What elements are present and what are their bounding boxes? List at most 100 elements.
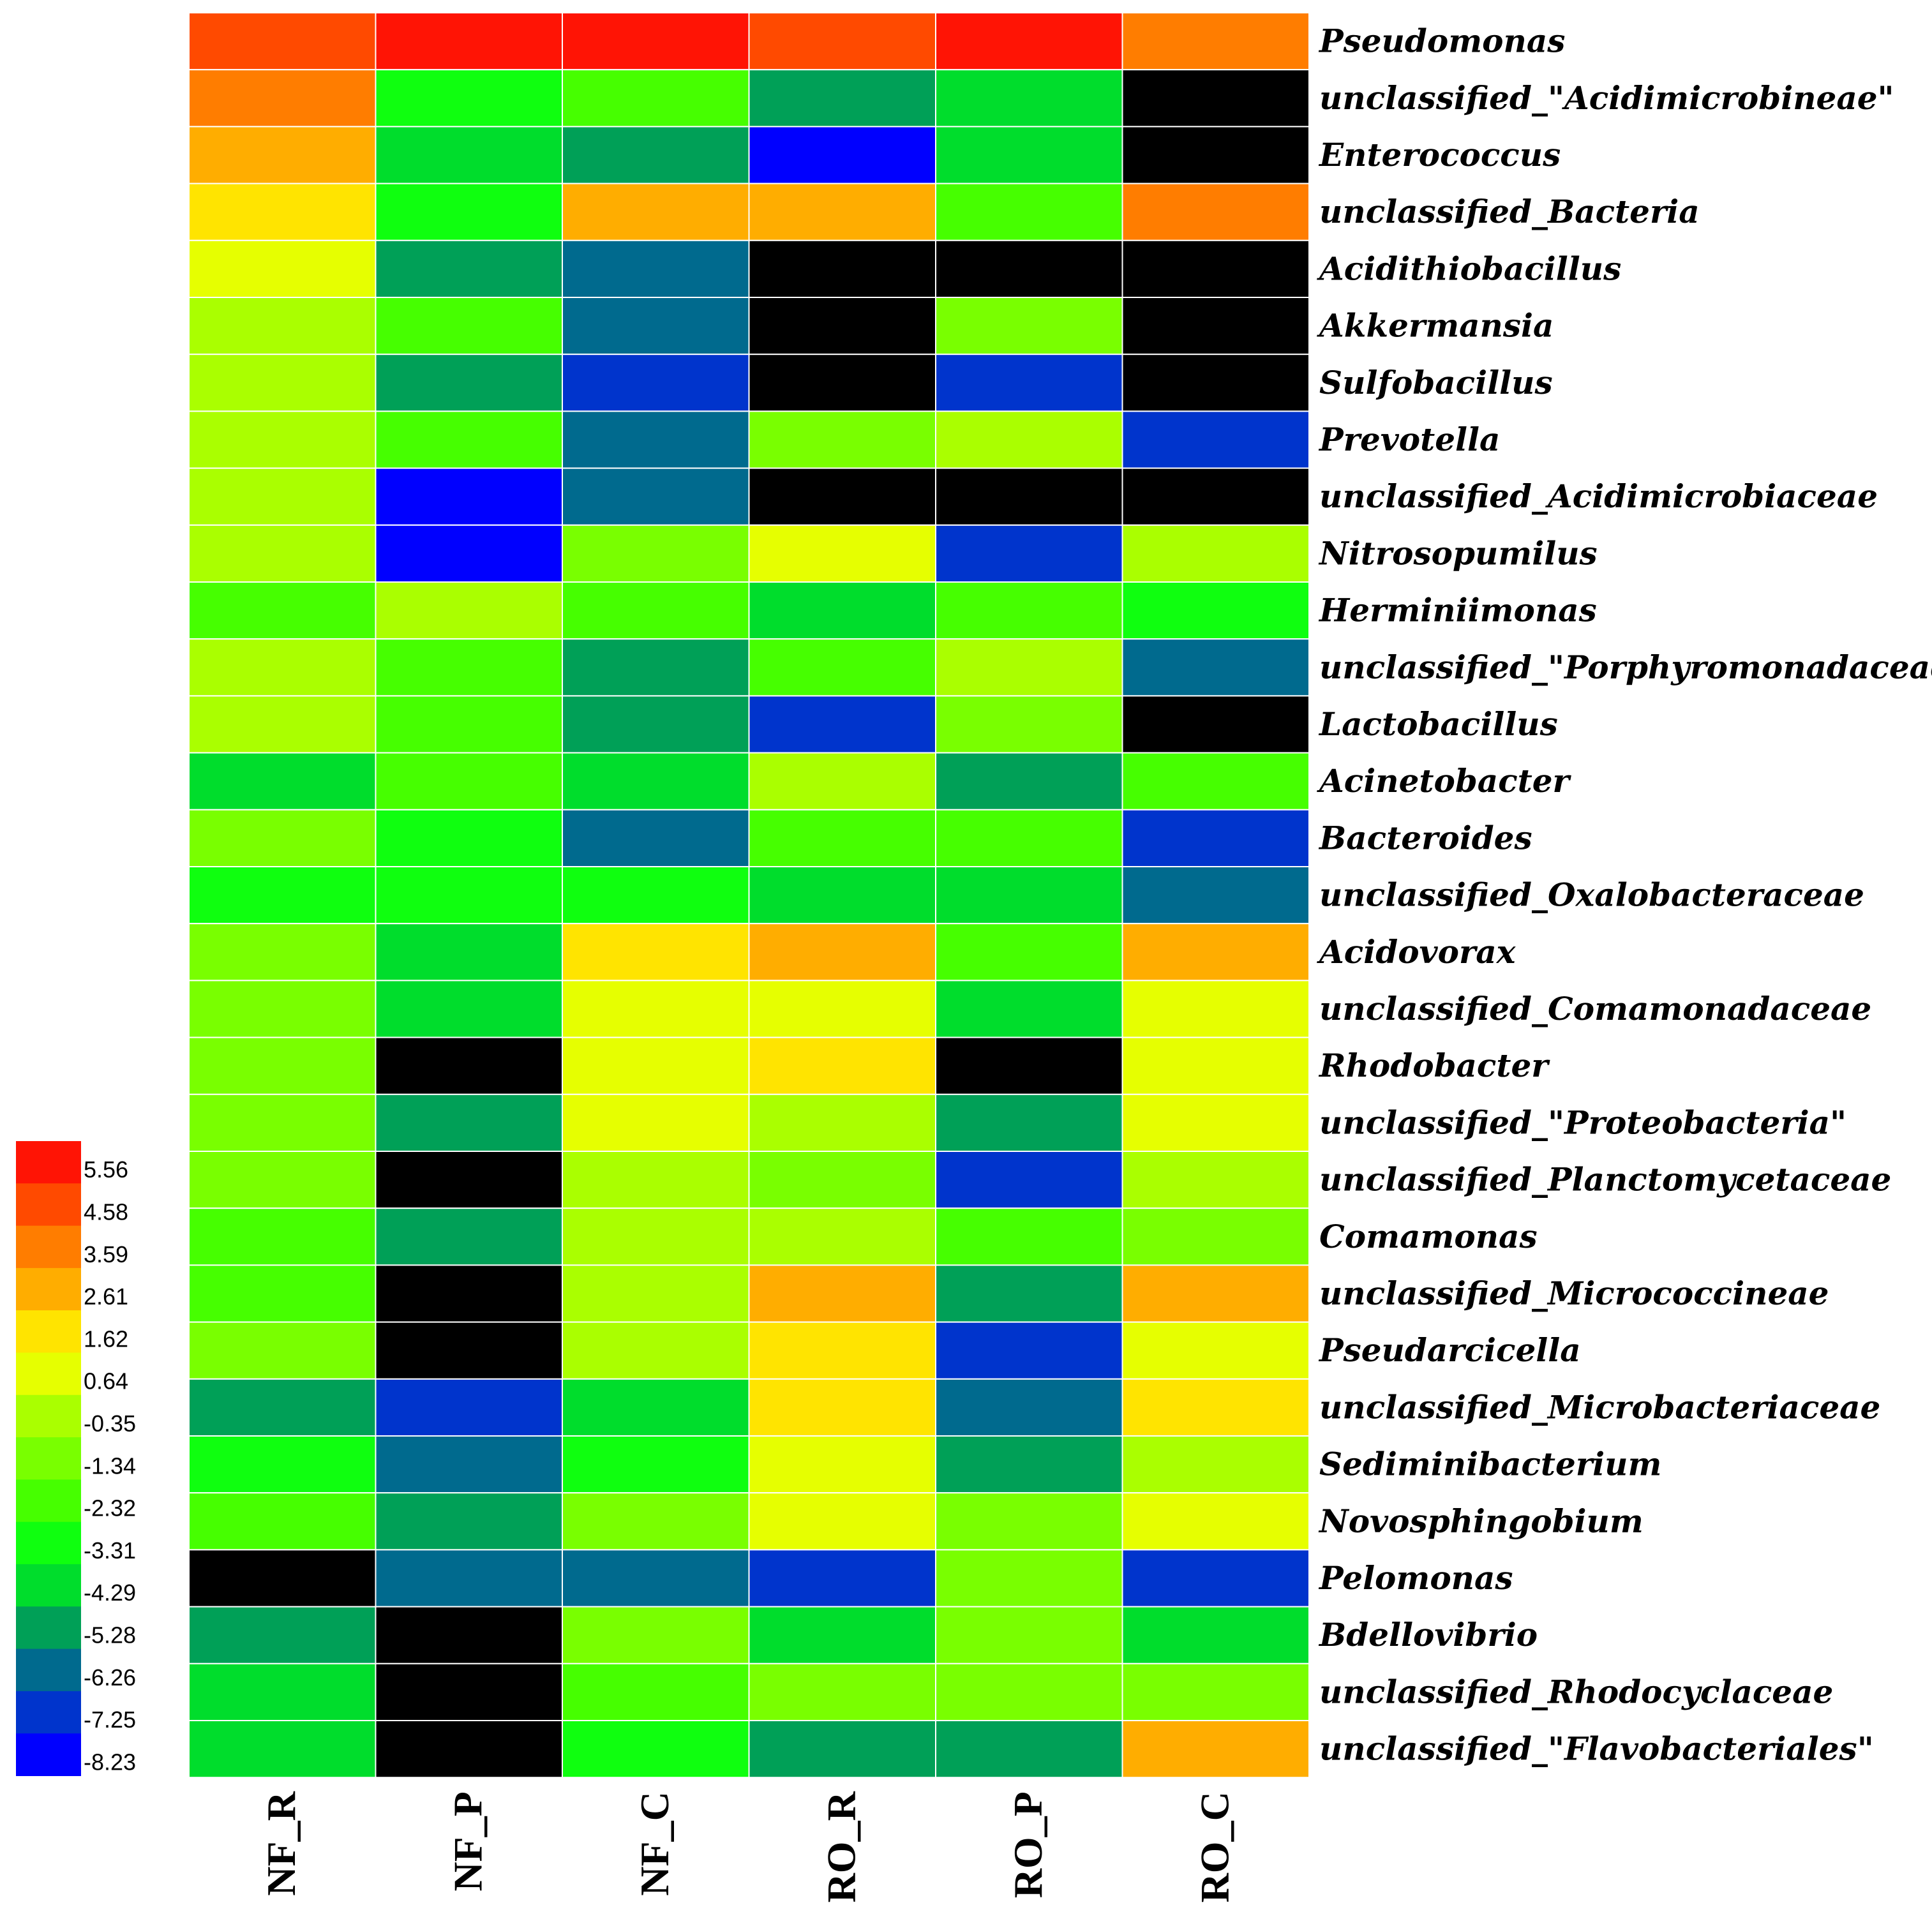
heatmap-cell bbox=[188, 524, 377, 583]
row-label: Bdellovibrio bbox=[1318, 1616, 1538, 1654]
legend-swatch bbox=[16, 1352, 81, 1396]
legend-swatch bbox=[16, 1691, 81, 1734]
heatmap-cell bbox=[748, 297, 936, 355]
heatmap-cell bbox=[188, 1662, 377, 1722]
row-label: unclassified_"Porphyromonadaceae" bbox=[1319, 648, 1932, 686]
heatmap-cell bbox=[562, 183, 750, 241]
heatmap-cell bbox=[1121, 354, 1310, 412]
heatmap-cell bbox=[748, 581, 936, 640]
heatmap-cell bbox=[188, 809, 377, 868]
heatmap-cell bbox=[375, 410, 563, 469]
heatmap-cell bbox=[748, 126, 936, 184]
row-label: unclassified_"Acidimicrobineae" bbox=[1319, 79, 1894, 117]
heatmap-cell bbox=[748, 1378, 936, 1437]
heatmap-cell bbox=[562, 1720, 750, 1779]
heatmap-cell bbox=[935, 1093, 1123, 1153]
legend-label: 1.62 bbox=[84, 1326, 128, 1352]
heatmap-cell bbox=[935, 1549, 1123, 1608]
heatmap-cell bbox=[748, 12, 936, 71]
heatmap-cell bbox=[375, 524, 563, 583]
heatmap-cell bbox=[1121, 69, 1310, 128]
heatmap-cell bbox=[562, 69, 750, 128]
heatmap-cell bbox=[935, 1264, 1123, 1323]
heatmap-cell bbox=[748, 1720, 936, 1779]
column-label: RO_P bbox=[1005, 1791, 1051, 1898]
heatmap-cell bbox=[375, 980, 563, 1038]
heatmap-cell bbox=[935, 126, 1123, 184]
heatmap-cell bbox=[748, 467, 936, 526]
legend-swatch bbox=[16, 1437, 81, 1480]
row-labels: Pseudomonas unclassified_"Acidimicrobinea… bbox=[1317, 22, 1932, 1768]
row-label: Akkermansia bbox=[1317, 307, 1554, 345]
row-label: Acinetobacter bbox=[1317, 762, 1572, 800]
heatmap-cell bbox=[188, 695, 377, 754]
heatmap-cell bbox=[935, 524, 1123, 583]
row-label: unclassified_Micrococcineae bbox=[1319, 1274, 1829, 1312]
heatmap-cell bbox=[748, 1492, 936, 1551]
heatmap-cell bbox=[562, 923, 750, 982]
heatmap-cell bbox=[188, 1720, 377, 1779]
heatmap-cell bbox=[375, 126, 563, 184]
heatmap-cell bbox=[935, 1606, 1123, 1664]
heatmap-cell bbox=[375, 752, 563, 811]
heatmap-cell bbox=[562, 12, 750, 71]
heatmap-cell bbox=[1121, 1378, 1310, 1437]
heatmap-cell bbox=[188, 239, 377, 298]
legend-label: -7.25 bbox=[84, 1707, 136, 1733]
row-label: unclassified_Comamonadaceae bbox=[1319, 990, 1871, 1027]
heatmap-cell bbox=[375, 239, 563, 298]
heatmap-cell bbox=[375, 1378, 563, 1437]
row-label: Herminiimonas bbox=[1318, 592, 1597, 629]
legend-swatch bbox=[16, 1479, 81, 1523]
heatmap-cell bbox=[1121, 1093, 1310, 1153]
column-labels: NF_R NF_P NF_C RO_R RO_P RO_C bbox=[258, 1791, 1238, 1902]
legend-swatch bbox=[16, 1648, 81, 1692]
heatmap-cell bbox=[562, 1492, 750, 1551]
heatmap-cell bbox=[748, 695, 936, 754]
heatmap-cell bbox=[748, 1151, 936, 1209]
heatmap-cell bbox=[562, 752, 750, 811]
legend-swatch bbox=[16, 1310, 81, 1353]
column-label: RO_C bbox=[1192, 1791, 1238, 1902]
heatmap-cell bbox=[375, 923, 563, 982]
heatmap-cell bbox=[188, 126, 377, 184]
heatmap-cell bbox=[935, 1321, 1123, 1380]
heatmap-cell bbox=[188, 467, 377, 526]
heatmap-cell bbox=[562, 239, 750, 298]
heatmap-cell bbox=[188, 1549, 377, 1608]
legend-label: -6.26 bbox=[84, 1664, 136, 1691]
heatmap-cell bbox=[562, 524, 750, 583]
row-label: unclassified_Acidimicrobiaceae bbox=[1319, 477, 1878, 515]
row-label: unclassified_Planctomycetaceae bbox=[1319, 1161, 1891, 1199]
heatmap-cell bbox=[935, 695, 1123, 754]
row-label: unclassified_Rhodocyclaceae bbox=[1319, 1673, 1833, 1710]
heatmap-cell bbox=[375, 1720, 563, 1779]
heatmap-cell bbox=[375, 1321, 563, 1380]
heatmap-cell bbox=[935, 467, 1123, 526]
heatmap-cell bbox=[1121, 1036, 1310, 1095]
heatmap-cell bbox=[748, 1207, 936, 1266]
row-label: unclassified_Oxalobacteraceae bbox=[1319, 876, 1864, 914]
heatmap-cell bbox=[562, 695, 750, 754]
row-label: Acidovorax bbox=[1317, 933, 1516, 971]
heatmap-cell bbox=[935, 1662, 1123, 1722]
heatmap-cell bbox=[375, 581, 563, 640]
heatmap-cell bbox=[188, 354, 377, 412]
heatmap-cell bbox=[935, 410, 1123, 469]
heatmap-cell bbox=[562, 126, 750, 184]
heatmap-cell bbox=[935, 866, 1123, 925]
heatmap-cell bbox=[935, 980, 1123, 1038]
heatmap-cell bbox=[935, 1435, 1123, 1494]
column-label: RO_R bbox=[819, 1791, 864, 1902]
heatmap-cells bbox=[188, 12, 1310, 1779]
row-label: unclassified_Microbacteriaceae bbox=[1319, 1388, 1880, 1426]
heatmap-cell bbox=[1121, 410, 1310, 469]
heatmap-cell bbox=[188, 410, 377, 469]
row-label: Rhodobacter bbox=[1318, 1047, 1550, 1084]
heatmap-cell bbox=[562, 866, 750, 925]
legend-label: 0.64 bbox=[84, 1368, 128, 1394]
heatmap-cell bbox=[935, 1207, 1123, 1266]
heatmap-cell bbox=[562, 809, 750, 868]
legend-label: 3.59 bbox=[84, 1241, 128, 1267]
legend-label: -3.31 bbox=[84, 1537, 136, 1564]
